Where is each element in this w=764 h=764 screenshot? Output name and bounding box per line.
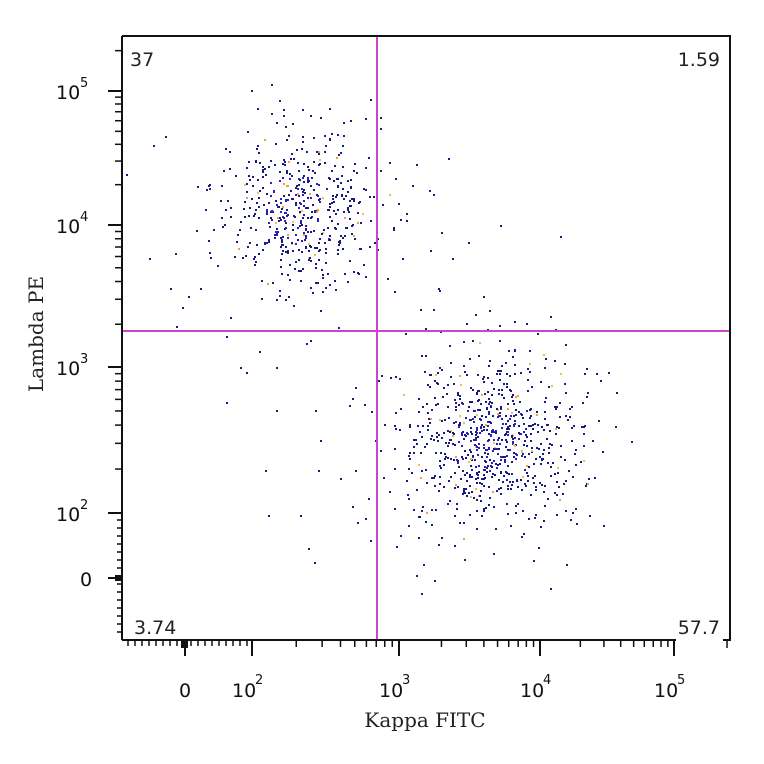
svg-text:10: 10 bbox=[56, 358, 80, 380]
quadrant-lower-right-label: 57.7 bbox=[678, 617, 720, 639]
y-axis-title: Lambda PE bbox=[24, 276, 48, 392]
quadrant-percentages: 37 1.59 3.74 57.7 bbox=[130, 49, 720, 639]
scatter-points bbox=[126, 84, 633, 595]
x-axis: 0 102 103 104 105 bbox=[127, 640, 728, 702]
svg-text:5: 5 bbox=[80, 76, 88, 91]
y-tick-label: 10 2 bbox=[56, 498, 88, 526]
svg-text:5: 5 bbox=[677, 673, 685, 688]
plot-frame bbox=[121, 35, 731, 641]
quadrant-lower-left-label: 3.74 bbox=[134, 617, 176, 639]
x-tick-label: 104 bbox=[520, 673, 551, 702]
svg-text:0: 0 bbox=[179, 680, 191, 702]
svg-text:10: 10 bbox=[520, 680, 544, 702]
svg-text:10: 10 bbox=[654, 680, 678, 702]
quadrant-upper-left-label: 37 bbox=[130, 49, 154, 71]
svg-text:3: 3 bbox=[80, 352, 88, 367]
svg-text:10: 10 bbox=[56, 216, 80, 238]
svg-text:2: 2 bbox=[255, 673, 263, 688]
quadrant-upper-right-label: 1.59 bbox=[678, 49, 720, 71]
y-axis: 10 510 410 310 20 bbox=[56, 49, 122, 633]
x-tick-label: 102 bbox=[232, 673, 263, 702]
svg-text:3: 3 bbox=[402, 673, 410, 688]
svg-text:10: 10 bbox=[56, 82, 80, 104]
x-tick-label: 103 bbox=[379, 673, 410, 702]
y-tick-label: 0 bbox=[80, 569, 92, 591]
svg-text:4: 4 bbox=[80, 210, 88, 225]
svg-text:4: 4 bbox=[543, 673, 551, 688]
svg-text:10: 10 bbox=[232, 680, 256, 702]
y-tick-label: 10 3 bbox=[56, 352, 88, 380]
x-axis-title: Kappa FITC bbox=[364, 708, 485, 732]
x-tick-label: 105 bbox=[654, 673, 685, 702]
svg-text:0: 0 bbox=[80, 569, 92, 591]
quadrant-gates bbox=[123, 37, 729, 639]
svg-text:10: 10 bbox=[379, 680, 403, 702]
x-tick-label: 0 bbox=[179, 680, 191, 702]
y-tick-label: 10 4 bbox=[56, 210, 88, 238]
svg-text:2: 2 bbox=[80, 498, 88, 513]
y-tick-label: 10 5 bbox=[56, 76, 88, 104]
svg-text:10: 10 bbox=[56, 504, 80, 526]
